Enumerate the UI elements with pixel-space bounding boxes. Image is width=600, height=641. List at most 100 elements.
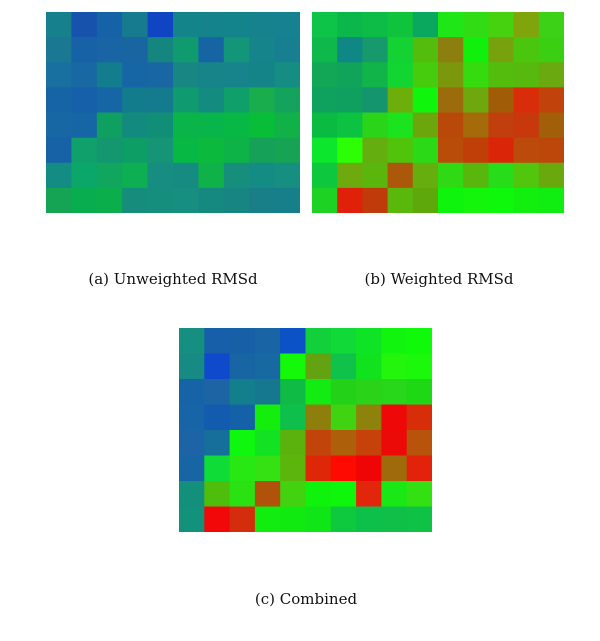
heatmap-cell [280,379,307,406]
heatmap-cell [312,37,338,63]
heatmap-cell [280,481,307,508]
heatmap-cell [122,62,149,88]
heatmap-cell [229,379,256,406]
heatmap-cell [438,87,464,114]
heatmap-cell [330,379,357,406]
heatmap-cell [463,187,489,213]
heatmap-cell [362,87,389,114]
heatmap-cell [356,506,382,532]
heatmap-cell [406,455,432,482]
heatmap-cell [381,506,408,532]
heatmap-cell [362,162,389,189]
heatmap-cell [179,455,205,482]
heatmap-cell [198,112,225,139]
heatmap-cell [280,506,307,532]
heatmap-cell [513,112,540,139]
heatmap-cell [513,187,540,213]
heatmap-cell [122,87,149,114]
heatmap-cell [463,37,489,63]
heatmap-cell [438,37,464,63]
caption-combined: (c) Combined [254,590,358,608]
heatmap-cell [412,187,439,213]
heatmap-cell [330,455,357,482]
heatmap-cell [254,481,281,508]
heatmap-cell [513,137,540,164]
heatmap-cell [147,187,174,213]
heatmap-cell [356,430,382,457]
heatmap-cell [204,455,231,482]
heatmap-cell [198,87,225,114]
heatmap-cell [96,137,123,164]
heatmap-cell [305,430,332,457]
heatmap-cell [229,404,256,431]
heatmap-cell [412,87,439,114]
heatmap-cell [513,37,540,63]
heatmap-unweighted-rmsd [46,12,300,213]
heatmap-cell [381,455,408,482]
heatmap-cell [274,112,300,139]
heatmap-cell [312,187,338,213]
heatmap-cell [249,162,276,189]
heatmap-cell [274,87,300,114]
heatmap-cell [71,37,98,63]
heatmap-cell [173,112,199,139]
heatmap-cell [412,37,439,63]
heatmap-cell [229,455,256,482]
heatmap-cell [337,162,363,189]
heatmap-cell [249,112,276,139]
heatmap-cell [173,62,199,88]
heatmap-cell [204,379,231,406]
heatmap-cell [223,112,250,139]
heatmap-cell [147,162,174,189]
heatmap-cell [223,137,250,164]
heatmap-c-svg [179,328,432,532]
heatmap-cell [179,506,205,532]
heatmap-cell [280,455,307,482]
heatmap-cell [147,137,174,164]
heatmap-cell [305,353,332,380]
heatmap-cell [406,379,432,406]
heatmap-cell [179,353,205,380]
heatmap-cell [249,187,276,213]
heatmap-cell [337,187,363,213]
heatmap-cell [488,162,515,189]
heatmap-cell [488,137,515,164]
heatmap-cell [179,481,205,508]
heatmap-cell [173,37,199,63]
heatmap-cell [406,481,432,508]
heatmap-cell [198,162,225,189]
heatmap-cell [412,62,439,88]
heatmap-a-svg [46,12,300,213]
heatmap-cell [198,187,225,213]
heatmap-cell [122,12,149,38]
heatmap-cell [46,62,72,88]
heatmap-cell [173,187,199,213]
heatmap-cell [147,12,174,38]
caption-weighted-rmsd: (b) Weighted RMSd [364,270,514,288]
heatmap-cell [412,162,439,189]
heatmap-cell [463,162,489,189]
heatmap-cell [71,187,98,213]
heatmap-cell [179,328,205,355]
heatmap-cell [538,112,564,139]
heatmap-cell [254,430,281,457]
heatmap-cell [204,328,231,355]
heatmap-cell [356,481,382,508]
heatmap-cell [229,328,256,355]
heatmap-cell [513,62,540,88]
heatmap-cell [387,12,414,38]
heatmap-cell [122,37,149,63]
heatmap-cell [463,137,489,164]
heatmap-cell [305,455,332,482]
heatmap-cell [538,62,564,88]
heatmap-cell [356,455,382,482]
heatmap-cell [330,404,357,431]
heatmap-cell [122,137,149,164]
heatmap-cell [122,187,149,213]
heatmap-cell [381,430,408,457]
heatmap-cell [46,137,72,164]
heatmap-cell [249,62,276,88]
heatmap-cell [538,37,564,63]
heatmap-cell [356,328,382,355]
heatmap-cell [330,506,357,532]
